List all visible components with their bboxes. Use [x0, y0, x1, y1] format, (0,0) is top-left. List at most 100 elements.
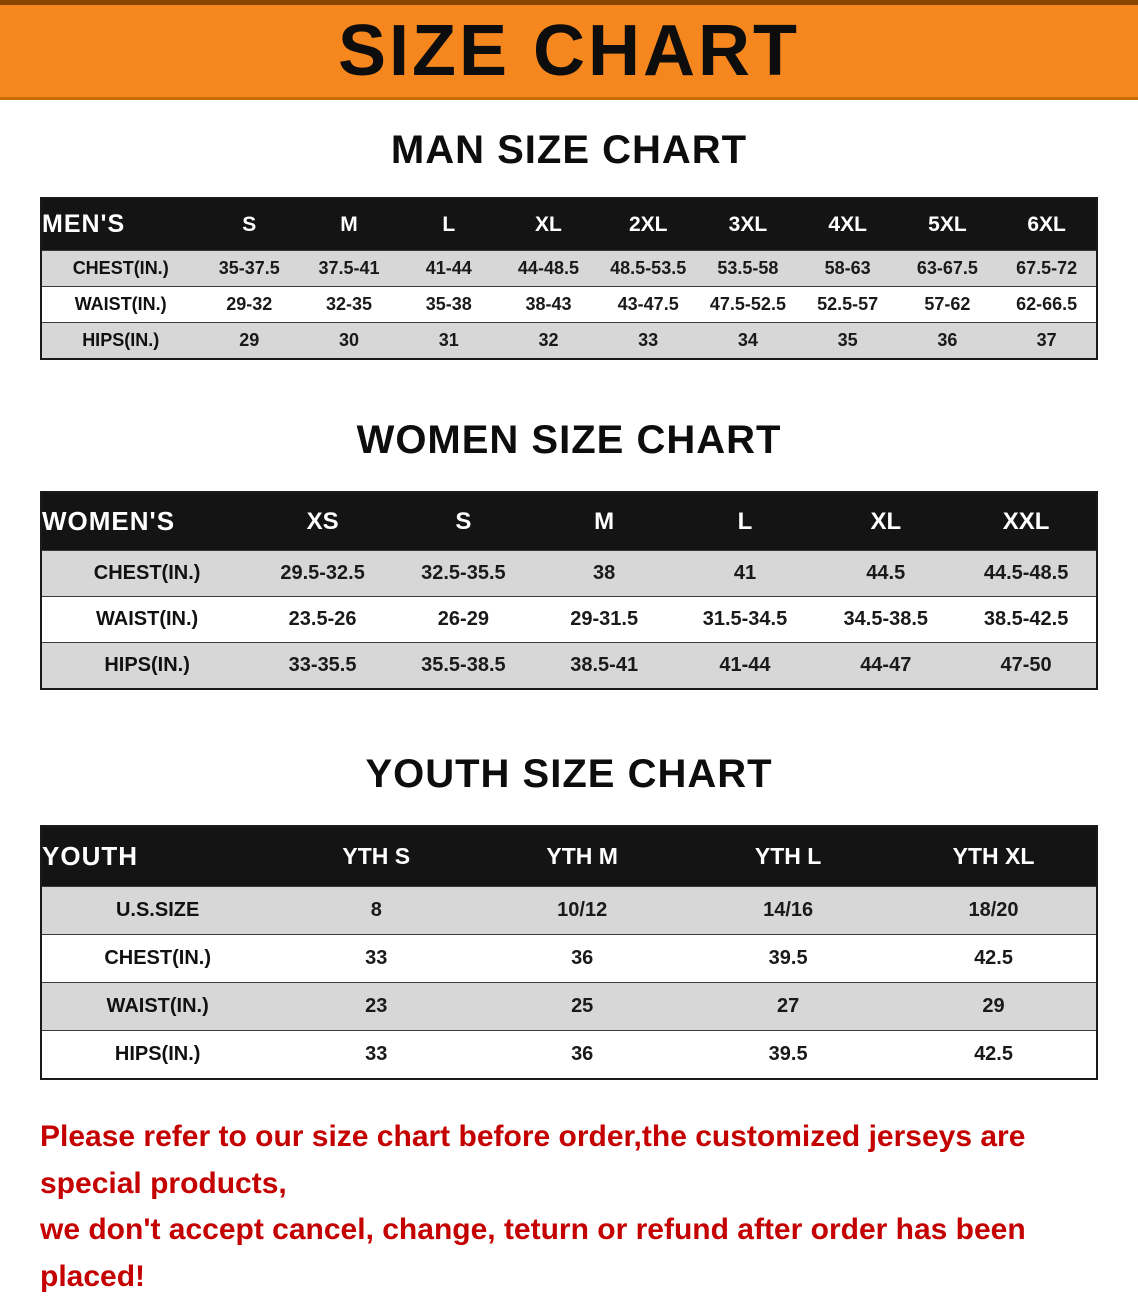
women-table-title: WOMEN'S — [41, 492, 253, 551]
size-value-cell: 52.5-57 — [817, 294, 879, 314]
footer-note: Please refer to our size chart before or… — [0, 1114, 1138, 1300]
women-size-table: WOMEN'S XS S M L XL XXL CHEST(IN.) 29.5-32.5 32.5… — [40, 491, 1098, 690]
size-value-cell: 33-35.5 — [288, 654, 357, 676]
size-value-cell: 44-48.5 — [517, 258, 579, 278]
size-column-header: S — [392, 492, 534, 551]
row-label: HIPS(IN.) — [82, 330, 160, 350]
page-title: SIZE CHART — [338, 11, 800, 91]
size-value-cell: 29-31.5 — [570, 608, 639, 630]
size-value-cell: 42.5 — [974, 947, 1013, 969]
table-row: WAIST(IN.) 29-32 32-35 35-38 38-43 43-47.5 47.… — [41, 286, 1097, 323]
men-size-chart-section: MAN SIZE CHART MEN'S S M L XL 2XL 3XL 4XL 5XL 6XL C… — [0, 128, 1138, 360]
size-value-cell: 38.5-41 — [570, 654, 639, 676]
table-row: HIPS(IN.) 33-35.5 35.5-38.5 38.5-41 41-44 44-… — [41, 642, 1097, 689]
size-value-cell: 8 — [370, 899, 382, 921]
size-value-cell: 23.5-26 — [288, 608, 357, 630]
size-value-cell: 63-67.5 — [916, 258, 978, 278]
size-value-cell: 30 — [338, 330, 359, 350]
size-column-header: XXL — [956, 492, 1097, 551]
footer-note-line1: Please refer to our size chart before or… — [40, 1120, 1026, 1200]
size-value-cell: 29 — [239, 330, 260, 350]
size-value-cell: 44.5 — [866, 562, 906, 584]
youth-size-table: YOUTH YTH S YTH M YTH L YTH XL U.S.SIZE 8 10/12… — [40, 825, 1098, 1080]
size-column-header: M — [533, 492, 675, 551]
row-label: CHEST(IN.) — [72, 258, 169, 278]
size-value-cell: 31.5-34.5 — [702, 608, 788, 630]
women-section-heading: WOMEN SIZE CHART — [356, 418, 782, 462]
row-label: WAIST(IN.) — [95, 608, 199, 630]
row-label: HIPS(IN.) — [104, 654, 190, 676]
table-header-row: WOMEN'S XS S M L XL XXL — [41, 492, 1097, 551]
size-column-header: XL — [815, 492, 957, 551]
size-column-header: YTH L — [685, 826, 892, 887]
size-value-cell: 34 — [737, 330, 758, 350]
size-value-cell: 58-63 — [824, 258, 871, 278]
size-value-cell: 36 — [571, 1043, 594, 1065]
size-value-cell: 47-50 — [1000, 654, 1052, 676]
size-charts-main: MAN SIZE CHART MEN'S S M L XL 2XL 3XL 4XL 5XL 6XL C… — [0, 128, 1138, 1080]
men-size-table: MEN'S S M L XL 2XL 3XL 4XL 5XL 6XL CHEST(IN.) 35-37… — [40, 197, 1098, 360]
size-value-cell: 48.5-53.5 — [610, 258, 687, 278]
size-column-header: XL — [498, 198, 599, 251]
row-label: CHEST(IN.) — [104, 947, 211, 969]
youth-table-title: YOUTH — [41, 826, 274, 887]
row-label: WAIST(IN.) — [106, 995, 209, 1017]
size-column-header: S — [199, 198, 300, 251]
size-value-cell: 32-35 — [325, 294, 373, 314]
size-value-cell: 38 — [593, 562, 616, 584]
table-row: HIPS(IN.) 29 30 31 32 33 34 35 36 37 — [41, 322, 1097, 359]
size-value-cell: 29.5-32.5 — [280, 562, 365, 584]
size-value-cell: 33 — [638, 330, 659, 350]
size-value-cell: 33 — [365, 1043, 388, 1065]
size-value-cell: 43-47.5 — [617, 294, 679, 314]
size-value-cell: 38.5-42.5 — [983, 608, 1069, 630]
men-section-heading: MAN SIZE CHART — [390, 128, 748, 172]
table-row: CHEST(IN.) 29.5-32.5 32.5-35.5 38 41 44.5 44.5… — [41, 550, 1097, 597]
size-value-cell: 62-66.5 — [1016, 294, 1078, 314]
size-column-header: YTH XL — [891, 826, 1097, 887]
size-value-cell: 31 — [438, 330, 459, 350]
size-value-cell: 44-47 — [860, 654, 912, 676]
row-label: HIPS(IN.) — [114, 1043, 201, 1065]
size-value-cell: 32 — [538, 330, 559, 350]
table-header-row: YOUTH YTH S YTH M YTH L YTH XL — [41, 826, 1097, 887]
size-column-header: 4XL — [797, 198, 898, 251]
size-value-cell: 35.5-38.5 — [421, 654, 506, 676]
size-column-header: 6XL — [997, 198, 1097, 251]
size-column-header: 2XL — [598, 198, 699, 251]
size-value-cell: 38-43 — [525, 294, 572, 314]
size-column-header: YTH M — [479, 826, 686, 887]
size-value-cell: 29 — [982, 995, 1005, 1017]
size-value-cell: 47.5-52.5 — [709, 294, 786, 314]
size-column-header: XS — [252, 492, 393, 551]
size-value-cell: 36 — [571, 947, 594, 969]
size-column-header: L — [398, 198, 499, 251]
size-value-cell: 26-29 — [437, 608, 489, 630]
size-value-cell: 37.5-41 — [318, 258, 380, 278]
row-label: U.S.SIZE — [115, 899, 200, 921]
size-column-header: 3XL — [698, 198, 798, 251]
size-value-cell: 14/16 — [763, 899, 814, 921]
size-value-cell: 29-32 — [226, 294, 273, 314]
table-row: CHEST(IN.) 33 36 39.5 42.5 — [41, 934, 1097, 983]
size-value-cell: 42.5 — [974, 1043, 1013, 1065]
size-value-cell: 33 — [365, 947, 388, 969]
size-column-header: YTH S — [273, 826, 480, 887]
size-column-header: M — [299, 198, 399, 251]
size-value-cell: 25 — [571, 995, 594, 1017]
size-value-cell: 57-62 — [924, 294, 971, 314]
women-size-chart-section: WOMEN SIZE CHART WOMEN'S XS S M L XL XXL CHEST(I… — [0, 418, 1138, 690]
row-label: WAIST(IN.) — [74, 294, 167, 314]
size-value-cell: 36 — [937, 330, 958, 350]
size-value-cell: 41-44 — [425, 258, 472, 278]
size-value-cell: 41-44 — [719, 654, 771, 676]
size-value-cell: 37 — [1036, 330, 1057, 350]
banner: SIZE CHART — [0, 0, 1138, 100]
size-value-cell: 39.5 — [768, 1043, 808, 1065]
size-value-cell: 41 — [733, 562, 757, 584]
row-label: CHEST(IN.) — [93, 562, 201, 584]
table-row: WAIST(IN.) 23.5-26 26-29 29-31.5 31.5-34.5 34… — [41, 596, 1097, 643]
table-row: CHEST(IN.) 35-37.5 37.5-41 41-44 44-48.5 48.5… — [41, 250, 1097, 287]
size-value-cell: 18/20 — [968, 899, 1019, 921]
size-value-cell: 10/12 — [557, 899, 608, 921]
